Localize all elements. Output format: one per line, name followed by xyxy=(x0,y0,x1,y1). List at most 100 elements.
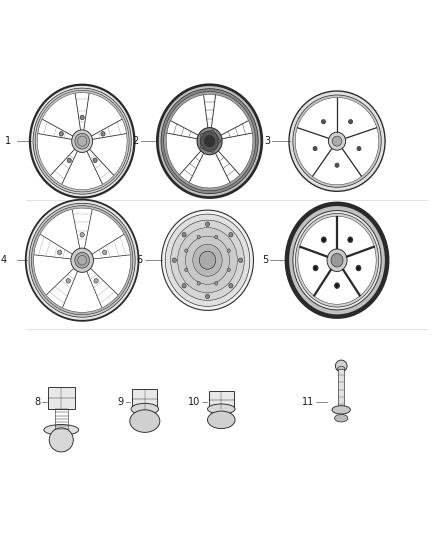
Ellipse shape xyxy=(336,360,347,372)
Ellipse shape xyxy=(37,93,127,190)
Ellipse shape xyxy=(94,279,98,283)
Ellipse shape xyxy=(313,265,318,271)
Ellipse shape xyxy=(32,206,133,315)
Ellipse shape xyxy=(293,211,381,310)
Ellipse shape xyxy=(66,279,71,283)
Ellipse shape xyxy=(215,281,218,285)
Ellipse shape xyxy=(332,406,350,414)
Ellipse shape xyxy=(157,85,262,198)
FancyBboxPatch shape xyxy=(338,369,344,409)
Ellipse shape xyxy=(327,249,347,271)
Ellipse shape xyxy=(331,254,343,267)
Ellipse shape xyxy=(321,119,325,124)
Ellipse shape xyxy=(335,415,348,422)
Ellipse shape xyxy=(287,204,387,317)
Ellipse shape xyxy=(208,404,235,414)
FancyBboxPatch shape xyxy=(209,391,234,409)
Text: 9: 9 xyxy=(118,397,124,407)
Ellipse shape xyxy=(29,203,135,317)
Text: 5: 5 xyxy=(262,255,268,265)
Text: 4: 4 xyxy=(1,255,7,265)
Ellipse shape xyxy=(208,411,235,429)
Ellipse shape xyxy=(215,235,218,239)
Ellipse shape xyxy=(205,294,209,298)
Ellipse shape xyxy=(185,268,188,272)
Ellipse shape xyxy=(197,235,200,239)
Text: 6: 6 xyxy=(137,255,143,265)
Ellipse shape xyxy=(332,136,342,146)
Ellipse shape xyxy=(337,366,345,372)
Ellipse shape xyxy=(335,163,339,167)
Ellipse shape xyxy=(57,250,62,255)
Ellipse shape xyxy=(358,147,360,150)
Ellipse shape xyxy=(30,85,134,198)
Ellipse shape xyxy=(201,146,204,149)
Ellipse shape xyxy=(185,249,188,253)
Ellipse shape xyxy=(101,132,105,136)
Ellipse shape xyxy=(75,133,89,149)
Ellipse shape xyxy=(205,222,209,227)
Ellipse shape xyxy=(229,232,233,237)
Text: 8: 8 xyxy=(34,397,40,407)
Ellipse shape xyxy=(336,284,339,287)
Ellipse shape xyxy=(193,244,222,276)
Ellipse shape xyxy=(357,266,360,270)
Ellipse shape xyxy=(72,130,92,152)
Ellipse shape xyxy=(182,284,186,288)
Ellipse shape xyxy=(44,424,79,435)
Ellipse shape xyxy=(67,158,71,163)
Text: 2: 2 xyxy=(132,136,138,146)
Ellipse shape xyxy=(33,88,131,194)
Ellipse shape xyxy=(321,237,326,243)
Ellipse shape xyxy=(229,284,233,288)
Ellipse shape xyxy=(165,214,250,306)
Ellipse shape xyxy=(71,248,93,272)
Ellipse shape xyxy=(75,252,89,268)
FancyBboxPatch shape xyxy=(132,389,157,409)
Ellipse shape xyxy=(335,283,339,288)
Ellipse shape xyxy=(102,250,107,255)
Ellipse shape xyxy=(80,232,84,237)
Ellipse shape xyxy=(178,228,237,293)
Ellipse shape xyxy=(217,140,221,143)
Ellipse shape xyxy=(328,132,346,150)
Ellipse shape xyxy=(164,92,255,191)
Ellipse shape xyxy=(295,213,378,307)
Ellipse shape xyxy=(298,216,376,304)
Ellipse shape xyxy=(185,236,230,284)
Ellipse shape xyxy=(197,281,200,285)
Ellipse shape xyxy=(357,147,361,151)
Ellipse shape xyxy=(211,130,214,133)
Ellipse shape xyxy=(130,410,160,432)
Ellipse shape xyxy=(205,135,215,147)
Ellipse shape xyxy=(201,133,204,137)
Ellipse shape xyxy=(349,238,352,241)
Ellipse shape xyxy=(171,220,244,300)
Ellipse shape xyxy=(295,98,379,185)
Ellipse shape xyxy=(211,149,214,152)
Ellipse shape xyxy=(26,200,138,321)
Ellipse shape xyxy=(227,249,230,253)
Ellipse shape xyxy=(322,238,325,241)
Ellipse shape xyxy=(322,120,325,123)
Ellipse shape xyxy=(336,164,338,166)
Ellipse shape xyxy=(161,88,258,193)
Ellipse shape xyxy=(227,268,230,272)
Ellipse shape xyxy=(59,132,64,136)
Text: 11: 11 xyxy=(302,397,314,407)
Text: 10: 10 xyxy=(188,397,201,407)
Ellipse shape xyxy=(35,91,129,192)
Ellipse shape xyxy=(356,265,361,271)
Ellipse shape xyxy=(349,119,353,124)
Ellipse shape xyxy=(162,210,254,310)
Text: 1: 1 xyxy=(5,136,11,146)
Ellipse shape xyxy=(200,131,219,151)
Ellipse shape xyxy=(34,208,131,312)
Ellipse shape xyxy=(199,251,216,269)
Ellipse shape xyxy=(350,120,352,123)
Ellipse shape xyxy=(239,258,243,262)
Ellipse shape xyxy=(197,127,222,155)
Ellipse shape xyxy=(348,237,353,243)
Ellipse shape xyxy=(49,428,73,452)
Ellipse shape xyxy=(166,94,253,188)
